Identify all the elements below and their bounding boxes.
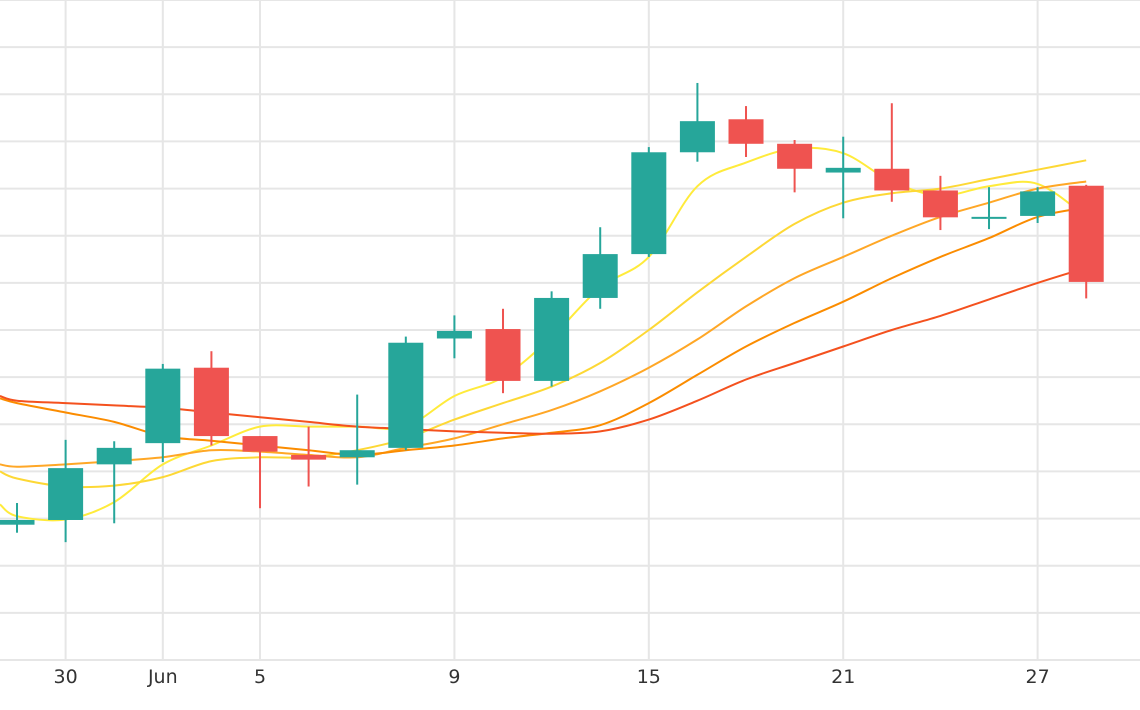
candle-body [291, 454, 327, 460]
candle-body [874, 168, 910, 191]
candle-body [0, 519, 35, 525]
candle-wick [356, 394, 359, 485]
candle-up [631, 147, 667, 257]
candle-up [971, 187, 1007, 230]
candles [0, 82, 1104, 543]
candle-down [291, 426, 327, 487]
candle-down [485, 308, 521, 394]
candle-down [728, 106, 764, 157]
moving-average-line [0, 159, 1087, 489]
candle-up [48, 439, 84, 543]
candle-wick [16, 503, 19, 533]
candle-up [0, 503, 35, 533]
candle-body [825, 167, 861, 173]
candle-up [388, 336, 424, 451]
x-tick-label: 9 [448, 666, 460, 688]
candle-wick [842, 136, 845, 219]
candle-up [145, 363, 181, 462]
candle-down [1068, 184, 1104, 299]
x-tick-label: 21 [831, 666, 855, 688]
candle-body [777, 143, 813, 169]
candle-body [339, 450, 375, 458]
candle-down [922, 175, 958, 231]
candle-body [728, 119, 764, 144]
candle-body [922, 190, 958, 218]
candle-body [96, 447, 132, 465]
candle-up [825, 136, 861, 219]
candle-down [242, 436, 278, 509]
candle-up [1020, 187, 1056, 223]
x-tick-label: 30 [54, 666, 78, 688]
candle-body [971, 216, 1007, 219]
candle-up [96, 441, 132, 524]
candle-up [582, 227, 618, 309]
candle-body [145, 368, 181, 444]
candle-body [193, 367, 229, 437]
x-tick-label: 15 [637, 666, 661, 688]
x-tick-label: 5 [254, 666, 266, 688]
candle-body [48, 468, 84, 520]
x-axis-tick-labels: 30 Jun 5 9 15 21 27 [54, 666, 1050, 688]
x-tick-label: 27 [1026, 666, 1050, 688]
candle-body [679, 121, 715, 153]
grid [0, 0, 1140, 661]
candle-body [582, 254, 618, 298]
candle-wick [890, 103, 893, 202]
candle-body [1020, 191, 1056, 216]
candle-up [534, 291, 570, 387]
candle-down [193, 351, 229, 446]
x-tick-label: Jun [147, 666, 178, 688]
candle-down [874, 103, 910, 202]
candle-up [339, 394, 375, 485]
candle-body [436, 330, 472, 339]
candle-up [436, 315, 472, 359]
candle-wick [259, 436, 262, 509]
candle-body [534, 297, 570, 381]
candle-body [485, 329, 521, 381]
moving-average-line [0, 180, 1087, 468]
candle-body [1068, 185, 1104, 282]
candle-wick [113, 441, 116, 524]
candle-wick [988, 187, 991, 230]
candle-down [777, 140, 813, 193]
candle-body [242, 436, 278, 452]
candle-up [679, 82, 715, 162]
candle-body [388, 342, 424, 448]
candle-body [631, 152, 667, 255]
